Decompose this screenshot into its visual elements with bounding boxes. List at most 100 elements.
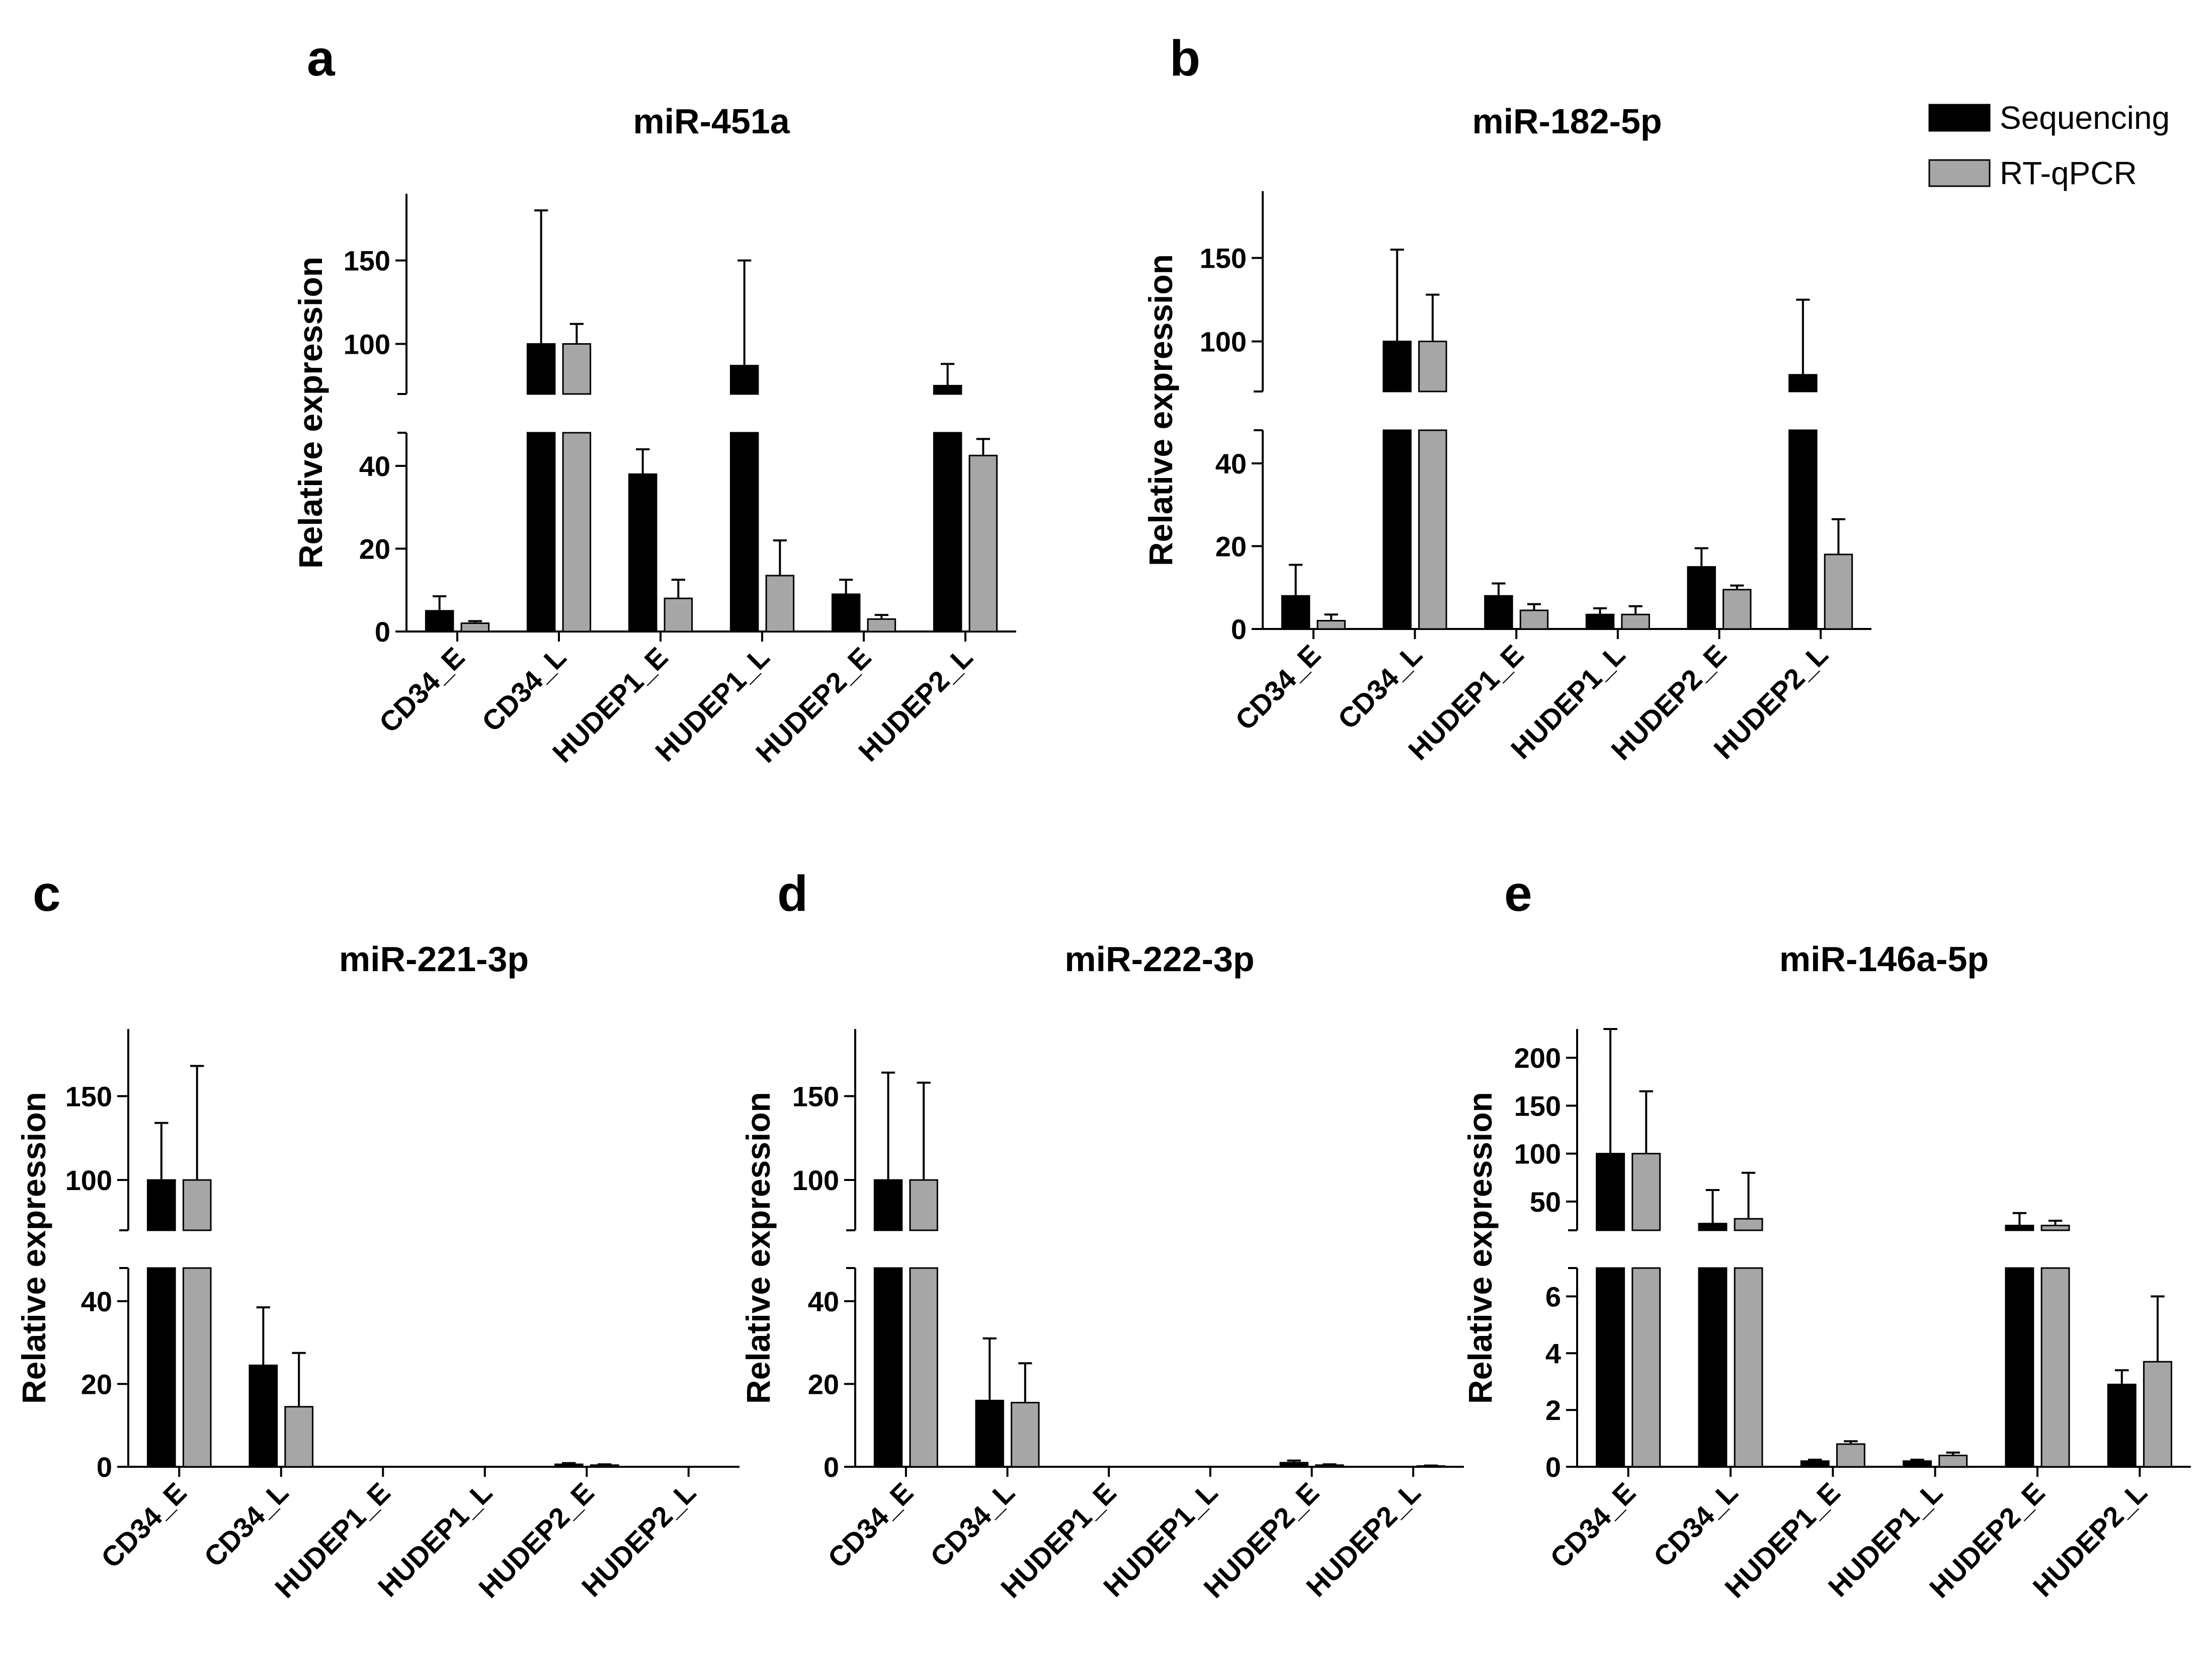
legend: Sequencing RT-qPCR bbox=[1928, 100, 2170, 191]
panel-letter: b bbox=[1170, 30, 1200, 87]
bar-sequencing-lower bbox=[873, 1267, 903, 1468]
bar-rt-qpcr bbox=[1836, 1443, 1865, 1468]
bar-rt-qpcr bbox=[1824, 554, 1853, 630]
legend-label-sequencing: Sequencing bbox=[2000, 100, 2170, 136]
bar-rt-qpcr bbox=[1011, 1401, 1040, 1468]
bar-rt-qpcr-lower bbox=[1734, 1267, 1763, 1468]
bar-rt-qpcr-upper bbox=[909, 1179, 938, 1231]
legend-swatch-rt-qpcr bbox=[1928, 159, 1991, 187]
y-axis-label: Relative expression bbox=[1142, 254, 1179, 566]
x-tick-label: CD34_E bbox=[95, 1476, 193, 1574]
legend-label-rt-qpcr: RT-qPCR bbox=[2000, 155, 2137, 191]
bar-rt-qpcr bbox=[664, 597, 693, 633]
bar-sequencing-lower bbox=[1596, 1267, 1625, 1468]
bar-sequencing-lower bbox=[526, 432, 556, 633]
bar-sequencing-lower bbox=[146, 1267, 176, 1468]
bar-sequencing-upper bbox=[146, 1179, 176, 1231]
bar-rt-qpcr-upper bbox=[1631, 1153, 1661, 1231]
bar-sequencing-lower bbox=[1382, 429, 1412, 630]
y-tick-label: 100 bbox=[792, 1164, 839, 1196]
bar-sequencing bbox=[1903, 1460, 1932, 1468]
bar-rt-qpcr bbox=[460, 622, 490, 633]
bar-rt-qpcr bbox=[590, 1464, 619, 1468]
bar-sequencing-upper bbox=[2005, 1224, 2034, 1231]
bar-rt-qpcr-upper bbox=[1418, 341, 1447, 392]
bar-rt-qpcr bbox=[765, 575, 795, 633]
bar-sequencing-upper bbox=[1698, 1223, 1728, 1231]
chart-panel-a: a miR-451a Relative expression 0 20 40 100 150 C… bbox=[292, 30, 1016, 769]
chart-title: miR-222-3p bbox=[1064, 939, 1254, 979]
bar-rt-qpcr-lower bbox=[1631, 1267, 1661, 1468]
bar-sequencing-lower bbox=[729, 432, 759, 633]
x-tick-label: CD34_E bbox=[822, 1476, 919, 1574]
bar-rt-qpcr bbox=[284, 1406, 314, 1468]
bar-rt-qpcr-lower bbox=[2040, 1267, 2070, 1468]
bar-sequencing bbox=[249, 1364, 278, 1468]
bar-sequencing bbox=[1281, 595, 1310, 630]
y-tick-label: 150 bbox=[65, 1080, 112, 1112]
y-tick-label: 150 bbox=[792, 1080, 839, 1112]
bar-sequencing-upper bbox=[1596, 1153, 1625, 1231]
y-tick-label: 150 bbox=[1200, 243, 1247, 274]
y-axis-label: Relative expression bbox=[292, 257, 329, 569]
bar-sequencing-upper bbox=[729, 365, 759, 395]
y-tick-label: 150 bbox=[344, 245, 390, 277]
y-tick-label: 40 bbox=[1215, 448, 1247, 480]
x-tick-label: CD34_L bbox=[1647, 1476, 1744, 1573]
bar-sequencing bbox=[2107, 1383, 2137, 1468]
bar-sequencing-upper bbox=[933, 384, 962, 395]
bar-rt-qpcr-lower bbox=[1418, 429, 1447, 630]
panel-letter: c bbox=[33, 865, 61, 922]
bar-sequencing-upper bbox=[526, 343, 556, 395]
y-tick-label: 20 bbox=[81, 1368, 112, 1400]
bar-sequencing-lower bbox=[933, 432, 962, 633]
chart-title: miR-182-5p bbox=[1472, 102, 1662, 141]
y-tick-label: 100 bbox=[65, 1164, 112, 1196]
y-tick-label: 20 bbox=[808, 1368, 839, 1400]
bar-rt-qpcr bbox=[1317, 620, 1346, 630]
bar-rt-qpcr bbox=[1938, 1454, 1968, 1468]
y-tick-label: 100 bbox=[344, 329, 390, 360]
x-tick-label: CD34_L bbox=[475, 641, 572, 738]
y-tick-label: 40 bbox=[81, 1286, 112, 1317]
y-tick-label: 0 bbox=[1231, 613, 1247, 645]
y-axis-label: Relative expression bbox=[740, 1092, 777, 1404]
bar-rt-qpcr bbox=[1723, 589, 1752, 630]
y-tick-label: 100 bbox=[1514, 1138, 1561, 1170]
bar-sequencing bbox=[831, 593, 861, 633]
chart-title: miR-146a-5p bbox=[1779, 939, 1989, 979]
y-tick-label: 50 bbox=[1530, 1186, 1561, 1218]
panel-letter: e bbox=[1504, 865, 1532, 922]
bar-sequencing-upper bbox=[1382, 341, 1412, 392]
panel-letter: a bbox=[307, 30, 336, 87]
y-tick-label: 40 bbox=[808, 1286, 839, 1317]
bar-sequencing-lower bbox=[1788, 429, 1818, 630]
y-tick-label: 40 bbox=[359, 450, 390, 482]
bar-rt-qpcr bbox=[968, 454, 998, 633]
chart-title: miR-451a bbox=[633, 102, 790, 141]
bar-rt-qpcr-lower bbox=[909, 1267, 938, 1468]
y-tick-label: 100 bbox=[1200, 326, 1247, 358]
bar-sequencing bbox=[554, 1463, 584, 1468]
chart-title: miR-221-3p bbox=[339, 939, 529, 979]
bar-sequencing bbox=[975, 1399, 1004, 1468]
bar-sequencing bbox=[1585, 613, 1615, 630]
bar-sequencing bbox=[1484, 595, 1513, 630]
bar-rt-qpcr bbox=[2143, 1361, 2172, 1468]
bar-sequencing bbox=[1687, 566, 1716, 630]
bar-rt-qpcr bbox=[867, 618, 896, 633]
y-tick-label: 0 bbox=[824, 1451, 839, 1483]
y-tick-label: 2 bbox=[1545, 1394, 1561, 1426]
bar-rt-qpcr bbox=[1519, 609, 1549, 630]
bar-sequencing bbox=[425, 610, 454, 633]
bar-sequencing bbox=[1279, 1462, 1308, 1468]
y-tick-label: 0 bbox=[1545, 1451, 1561, 1483]
bar-sequencing-upper bbox=[1788, 374, 1818, 392]
chart-panel-e: e miR-146a-5p Relative expression 0 2 4 6 50 100… bbox=[1461, 865, 2191, 1604]
x-tick-label: CD34_L bbox=[924, 1476, 1021, 1573]
y-tick-label: 0 bbox=[375, 616, 390, 648]
bar-rt-qpcr-upper bbox=[182, 1179, 212, 1231]
y-tick-label: 4 bbox=[1545, 1337, 1561, 1369]
x-tick-label: CD34_E bbox=[1229, 639, 1327, 736]
